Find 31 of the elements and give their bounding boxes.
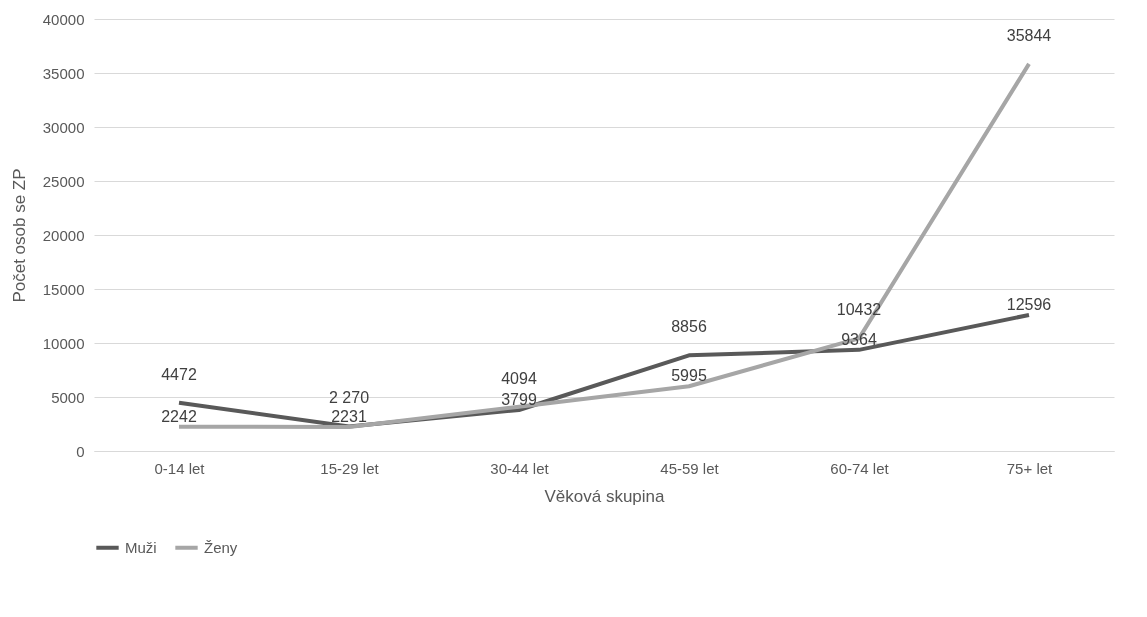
y-tick-label: 25000 <box>42 172 85 190</box>
y-tick-label: 20000 <box>42 226 85 244</box>
x-tick-label: 45-59 let <box>660 459 720 477</box>
data-label: 8856 <box>671 318 707 336</box>
data-label: 4472 <box>161 365 197 383</box>
x-tick-label: 30-44 let <box>490 459 550 477</box>
data-label: 2 270 <box>328 389 370 407</box>
data-label: 9364 <box>841 330 877 348</box>
legend-label: Muži <box>125 538 157 556</box>
y-tick-label: 35000 <box>42 64 85 82</box>
x-tick-label: 0-14 let <box>154 459 206 477</box>
data-label: 3799 <box>501 390 537 408</box>
y-tick-label: 40000 <box>42 10 85 28</box>
data-label: 4094 <box>501 369 537 387</box>
y-tick-label: 10000 <box>42 334 85 352</box>
data-label: 10432 <box>836 301 882 319</box>
data-label: 2231 <box>331 407 367 425</box>
legend-label: Ženy <box>204 538 238 556</box>
x-axis-title: Věková skupina <box>544 486 666 506</box>
data-label: 12596 <box>1006 295 1052 313</box>
x-tick-label: 15-29 let <box>320 459 380 477</box>
x-tick-label: 60-74 let <box>830 459 890 477</box>
y-tick-label: 5000 <box>51 388 85 406</box>
data-label: 5995 <box>671 367 707 385</box>
x-tick-label: 75+ let <box>1006 459 1054 477</box>
y-tick-label: 30000 <box>42 118 85 136</box>
y-tick-label: 0 <box>76 442 85 460</box>
data-label: 2242 <box>161 407 197 425</box>
data-label: 35844 <box>1006 26 1052 44</box>
y-tick-label: 15000 <box>42 280 85 298</box>
y-axis-title: Počet osob se ZP <box>9 168 29 303</box>
